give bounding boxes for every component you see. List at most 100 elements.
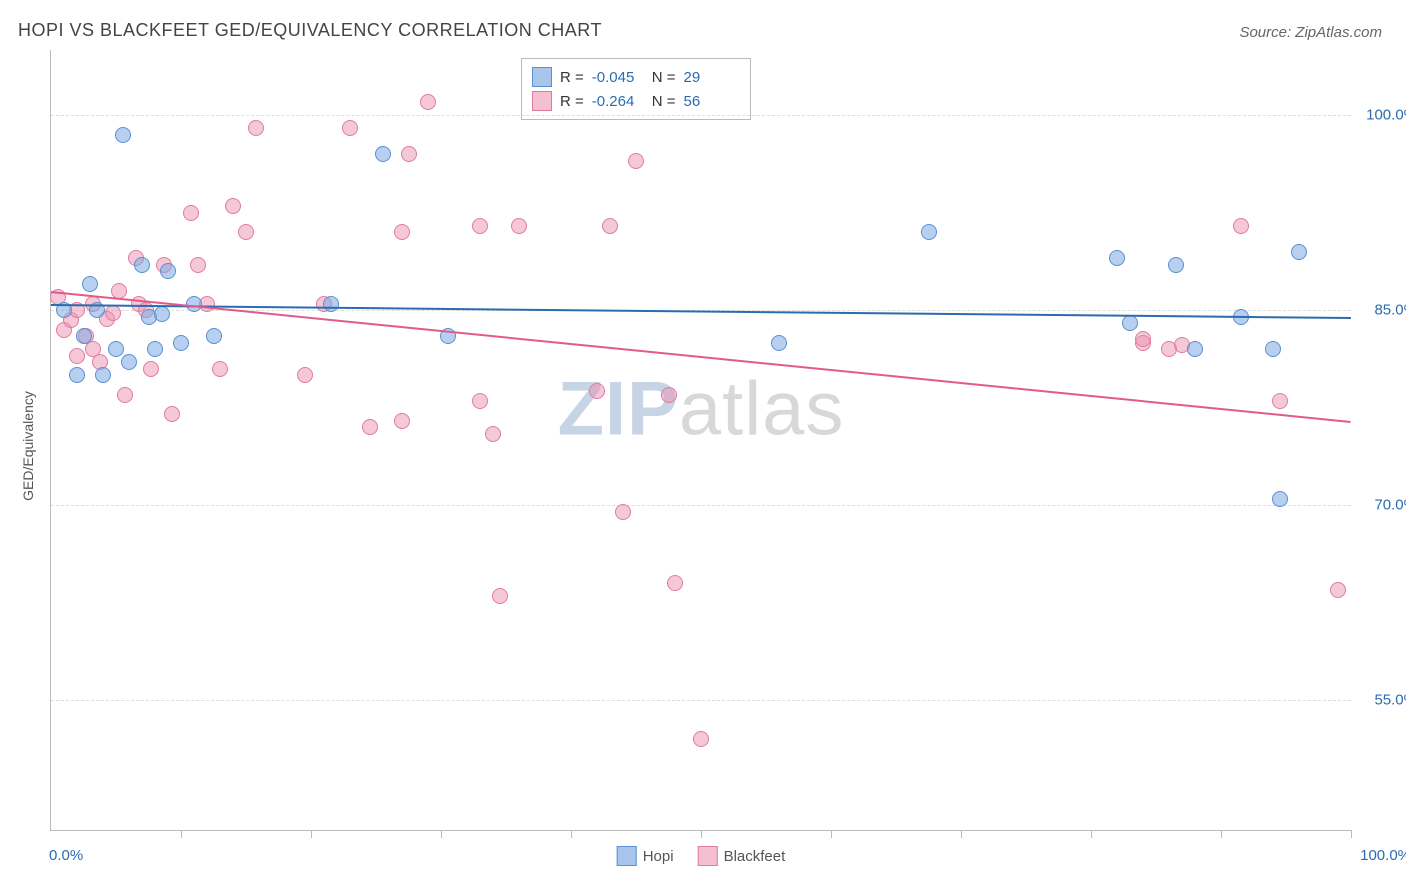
data-point [323,296,339,312]
data-point [492,588,508,604]
x-tick [571,830,572,838]
gridline [51,115,1351,116]
data-point [1265,341,1281,357]
x-tick [441,830,442,838]
legend-label-blackfeet: Blackfeet [724,848,786,865]
data-point [69,348,85,364]
data-point [628,153,644,169]
data-point [206,328,222,344]
data-point [693,731,709,747]
data-point [1272,393,1288,409]
data-point [1109,250,1125,266]
swatch-hopi-icon [532,67,552,87]
data-point [394,413,410,429]
data-point [921,224,937,240]
source-label: Source: ZipAtlas.com [1239,24,1382,41]
data-point [69,367,85,383]
data-point [661,387,677,403]
data-point [121,354,137,370]
data-point [771,335,787,351]
n-value-hopi: 29 [684,69,736,86]
stats-row-hopi: R = -0.045 N = 29 [532,65,736,89]
n-label: N = [652,93,676,110]
data-point [105,305,121,321]
watermark: ZIPatlas [558,365,845,452]
data-point [186,296,202,312]
x-min-label: 0.0% [49,847,83,864]
data-point [1291,244,1307,260]
data-point [1122,315,1138,331]
data-point [511,218,527,234]
data-point [472,218,488,234]
legend-item-hopi: Hopi [617,846,674,866]
x-tick [961,830,962,838]
data-point [602,218,618,234]
y-axis-label: GED/Equivalency [20,391,36,501]
x-tick [1091,830,1092,838]
data-point [420,94,436,110]
data-point [667,575,683,591]
x-tick [831,830,832,838]
swatch-hopi-icon [617,846,637,866]
data-point [362,419,378,435]
data-point [1135,331,1151,347]
gridline [51,700,1351,701]
n-value-blackfeet: 56 [684,93,736,110]
x-tick [1221,830,1222,838]
chart-root: HOPI VS BLACKFEET GED/EQUIVALENCY CORREL… [0,0,1406,892]
data-point [1187,341,1203,357]
data-point [394,224,410,240]
data-point [134,257,150,273]
data-point [183,205,199,221]
data-point [173,335,189,351]
watermark-zip: ZIP [558,366,679,451]
legend-item-blackfeet: Blackfeet [698,846,786,866]
data-point [115,127,131,143]
swatch-blackfeet-icon [532,91,552,111]
r-label: R = [560,93,584,110]
data-point [160,263,176,279]
data-point [190,257,206,273]
data-point [1168,257,1184,273]
y-tick-label: 55.0% [1374,692,1406,709]
data-point [401,146,417,162]
data-point [212,361,228,377]
r-value-blackfeet: -0.264 [592,93,644,110]
data-point [147,341,163,357]
data-point [1272,491,1288,507]
watermark-rest: atlas [679,366,845,451]
data-point [164,406,180,422]
n-label: N = [652,69,676,86]
y-tick-label: 85.0% [1374,302,1406,319]
data-point [117,387,133,403]
data-point [485,426,501,442]
x-tick [181,830,182,838]
data-point [108,341,124,357]
x-max-label: 100.0% [1360,847,1406,864]
bottom-legend: Hopi Blackfeet [617,846,786,866]
data-point [1330,582,1346,598]
data-point [589,383,605,399]
plot-area: ZIPatlas R = -0.045 N = 29 R = -0.264 N … [50,50,1351,831]
legend-label-hopi: Hopi [643,848,674,865]
stats-row-blackfeet: R = -0.264 N = 56 [532,89,736,113]
data-point [238,224,254,240]
r-label: R = [560,69,584,86]
x-tick [1351,830,1352,838]
data-point [111,283,127,299]
data-point [472,393,488,409]
data-point [82,276,98,292]
data-point [154,306,170,322]
data-point [615,504,631,520]
chart-title: HOPI VS BLACKFEET GED/EQUIVALENCY CORREL… [18,20,602,41]
data-point [1233,218,1249,234]
data-point [375,146,391,162]
x-tick [311,830,312,838]
swatch-blackfeet-icon [698,846,718,866]
data-point [143,361,159,377]
data-point [248,120,264,136]
data-point [297,367,313,383]
data-point [76,328,92,344]
gridline [51,505,1351,506]
y-tick-label: 100.0% [1366,107,1406,124]
